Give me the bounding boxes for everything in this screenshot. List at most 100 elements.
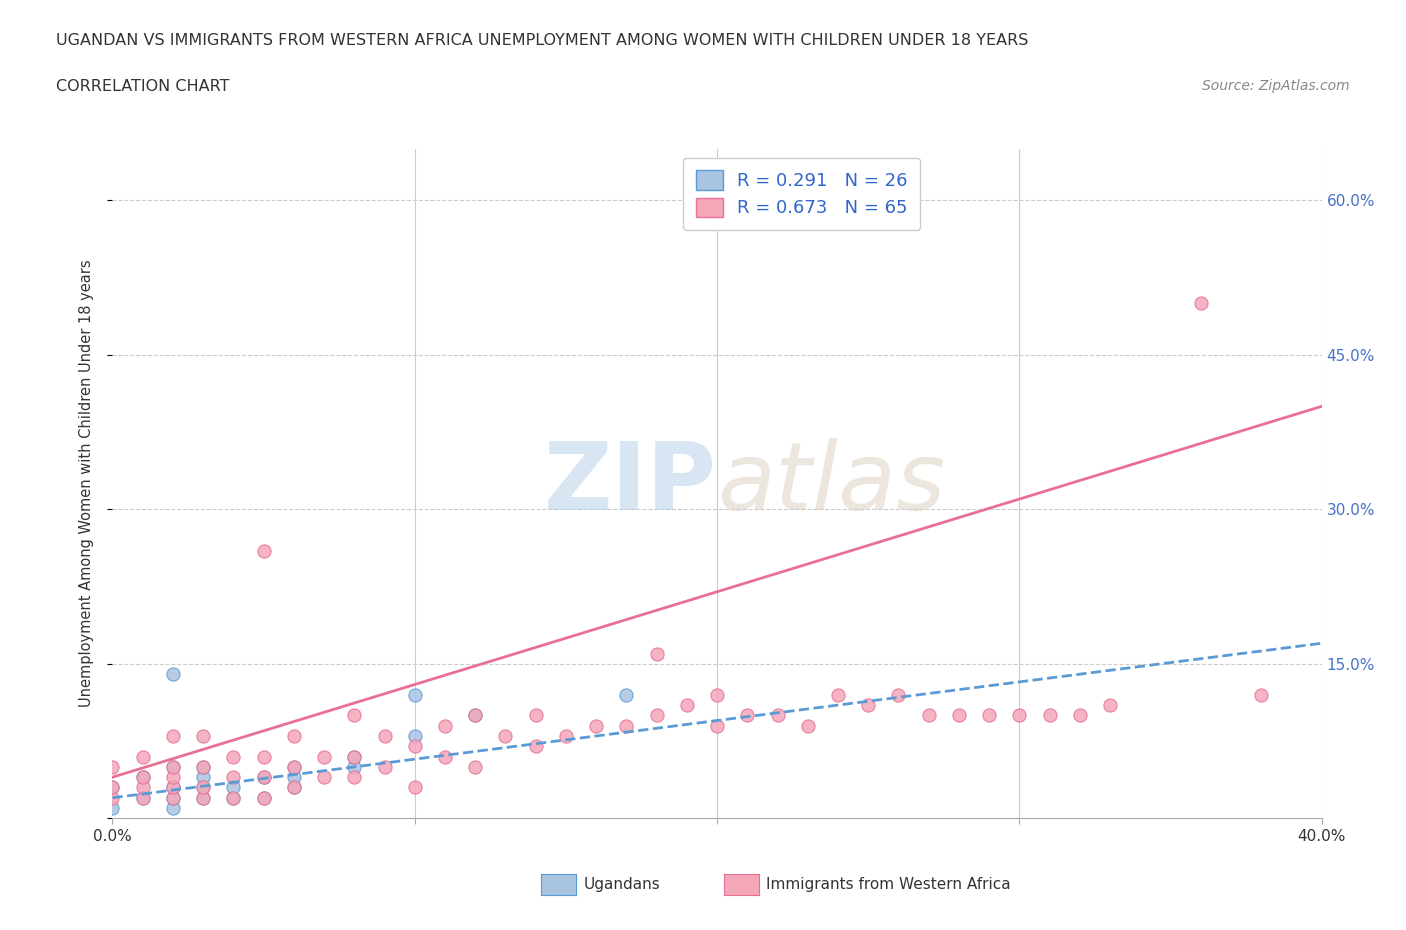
Point (191, 790, 214, 805)
Point (162, 760, 184, 775)
Point (1189, 296, 1212, 311)
Point (162, 790, 184, 805)
Legend: R = 0.291   N = 26, R = 0.673   N = 65: R = 0.291 N = 26, R = 0.673 N = 65 (683, 158, 921, 230)
Point (191, 790, 214, 805)
Point (464, 708, 486, 723)
Point (162, 790, 184, 805)
Point (132, 770, 155, 785)
Point (706, 687, 728, 702)
Point (856, 698, 880, 712)
Point (222, 790, 245, 805)
Point (222, 750, 245, 764)
Point (283, 760, 305, 775)
Point (162, 780, 184, 795)
Point (343, 750, 366, 764)
Point (887, 687, 910, 702)
Point (191, 728, 214, 743)
Point (404, 687, 426, 702)
Point (827, 687, 849, 702)
Point (404, 738, 426, 753)
Point (162, 770, 184, 785)
Point (737, 708, 759, 723)
Point (101, 780, 124, 795)
Point (132, 790, 155, 805)
Point (162, 801, 184, 816)
Text: Immigrants from Western Africa: Immigrants from Western Africa (766, 877, 1011, 892)
Point (283, 728, 305, 743)
Point (253, 790, 276, 805)
Y-axis label: Unemployment Among Women with Children Under 18 years: Unemployment Among Women with Children U… (79, 259, 94, 708)
Point (1008, 708, 1031, 723)
Point (1250, 687, 1272, 702)
Point (433, 718, 456, 733)
Point (404, 728, 426, 743)
Point (101, 780, 124, 795)
Point (524, 738, 547, 753)
Point (162, 667, 184, 682)
Point (706, 718, 728, 733)
Text: CORRELATION CHART: CORRELATION CHART (56, 79, 229, 94)
Point (191, 760, 214, 775)
Point (343, 750, 366, 764)
Point (162, 760, 184, 775)
Point (132, 770, 155, 785)
Point (222, 780, 245, 795)
Point (314, 750, 336, 764)
Point (253, 790, 276, 805)
Point (191, 770, 214, 785)
Point (918, 708, 941, 723)
Point (495, 728, 517, 743)
Point (101, 801, 124, 816)
Point (1069, 708, 1091, 723)
Point (283, 770, 305, 785)
Text: Ugandans: Ugandans (583, 877, 661, 892)
Point (766, 708, 789, 723)
Point (101, 790, 124, 805)
Point (253, 770, 276, 785)
Point (132, 790, 155, 805)
Point (191, 780, 214, 795)
Point (253, 543, 276, 558)
Point (222, 790, 245, 805)
Point (343, 708, 366, 723)
Point (374, 760, 396, 775)
Point (616, 718, 638, 733)
Point (191, 760, 214, 775)
Point (1038, 708, 1062, 723)
Point (162, 728, 184, 743)
Point (585, 718, 607, 733)
Text: UGANDAN VS IMMIGRANTS FROM WESTERN AFRICA UNEMPLOYMENT AMONG WOMEN WITH CHILDREN: UGANDAN VS IMMIGRANTS FROM WESTERN AFRIC… (56, 33, 1029, 47)
Point (253, 750, 276, 764)
Point (343, 760, 366, 775)
Point (314, 770, 336, 785)
Point (675, 698, 697, 712)
Point (433, 750, 456, 764)
Point (283, 780, 305, 795)
Point (796, 718, 818, 733)
Point (464, 760, 486, 775)
Point (616, 687, 638, 702)
Point (283, 760, 305, 775)
Point (132, 780, 155, 795)
Point (191, 780, 214, 795)
Point (464, 708, 486, 723)
Point (1098, 698, 1121, 712)
Point (374, 728, 396, 743)
Text: ZIP: ZIP (544, 438, 717, 529)
Point (283, 780, 305, 795)
Point (132, 750, 155, 764)
Point (253, 770, 276, 785)
Point (524, 708, 547, 723)
Text: Source: ZipAtlas.com: Source: ZipAtlas.com (1202, 79, 1350, 93)
Point (162, 780, 184, 795)
Point (101, 760, 124, 775)
Point (222, 770, 245, 785)
Point (645, 708, 668, 723)
Text: atlas: atlas (717, 438, 945, 529)
Point (645, 646, 668, 661)
Point (343, 770, 366, 785)
Point (404, 780, 426, 795)
Point (948, 708, 970, 723)
Point (977, 708, 1000, 723)
Point (554, 728, 576, 743)
